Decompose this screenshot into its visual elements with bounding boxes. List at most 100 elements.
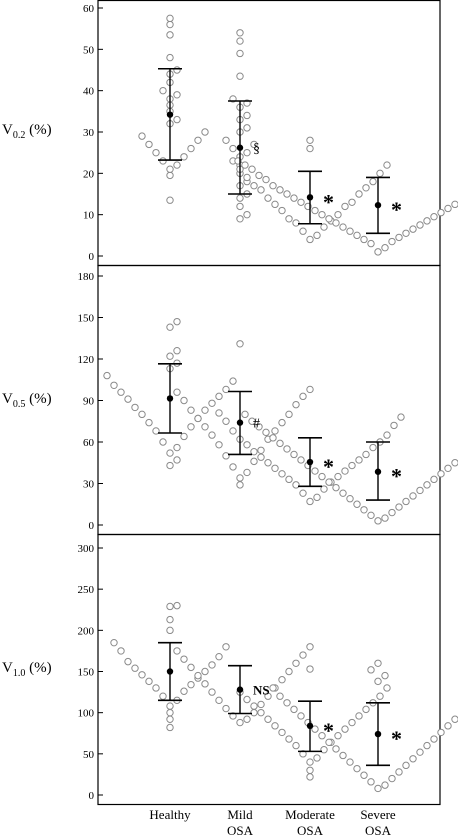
data-point	[306, 136, 314, 144]
data-point	[437, 728, 445, 737]
data-point	[173, 347, 181, 355]
data-point	[250, 182, 258, 190]
y-tick-label: 10	[83, 210, 95, 222]
data-point	[243, 111, 251, 120]
panel-0: V0.2 (%) 0 10 20 30 40 50 60 § * *	[2, 0, 458, 267]
data-point	[437, 470, 445, 478]
mean-marker	[374, 468, 382, 475]
mean-marker	[374, 201, 382, 209]
data-point	[444, 204, 452, 213]
y-tick-label: 60	[83, 437, 95, 449]
data-point	[180, 153, 188, 161]
data-point	[388, 237, 396, 246]
data-point	[262, 428, 270, 437]
mean-marker	[166, 395, 174, 402]
data-point	[325, 215, 333, 223]
data-point	[306, 758, 314, 766]
y-tick-label: 150	[78, 313, 95, 325]
data-point	[269, 182, 277, 190]
y-tick-label: 50	[83, 44, 95, 56]
data-point	[311, 467, 319, 475]
data-point	[255, 171, 263, 180]
data-point	[290, 450, 298, 459]
data-point	[180, 396, 188, 405]
data-point	[374, 517, 382, 525]
data-point	[297, 456, 305, 464]
data-point	[320, 485, 328, 493]
data-point	[208, 661, 216, 669]
data-point	[248, 417, 256, 425]
data-point	[353, 764, 361, 773]
data-point	[124, 395, 132, 403]
data-point	[187, 423, 195, 431]
data-point	[166, 165, 174, 173]
data-point	[416, 748, 424, 756]
data-point	[292, 219, 300, 227]
data-point	[430, 475, 438, 484]
data-point	[236, 340, 244, 348]
data-point	[166, 196, 174, 204]
data-point	[201, 423, 209, 431]
y-tick-label: 100	[78, 708, 95, 720]
mean-marker	[306, 194, 314, 201]
data-point	[222, 417, 230, 425]
data-point	[444, 464, 452, 472]
data-point	[313, 754, 321, 762]
data-point	[166, 31, 174, 39]
data-point	[367, 511, 375, 520]
data-point	[117, 647, 125, 655]
data-point	[285, 410, 293, 419]
data-point	[283, 445, 291, 453]
data-point	[362, 184, 370, 192]
data-point	[369, 443, 377, 452]
x-category-label-line2: OSA	[227, 823, 254, 838]
y-tick-label: 0	[89, 251, 95, 263]
panel-frame	[97, 264, 441, 536]
data-point	[250, 708, 258, 717]
data-point	[166, 171, 174, 180]
data-point	[173, 388, 181, 396]
data-point	[409, 225, 417, 233]
data-point	[208, 688, 216, 696]
data-point	[173, 456, 181, 464]
data-point	[236, 37, 244, 45]
data-point	[395, 768, 403, 776]
data-point	[264, 459, 272, 467]
y-tick-label: 40	[83, 86, 95, 98]
data-point	[257, 453, 265, 461]
data-point	[369, 177, 377, 186]
data-point	[451, 715, 458, 723]
data-point	[159, 692, 167, 700]
data-point	[222, 452, 230, 460]
data-point	[388, 508, 396, 517]
data-point	[360, 771, 368, 779]
data-point	[250, 457, 258, 466]
data-point	[346, 495, 354, 503]
data-point	[264, 194, 272, 202]
data-point	[250, 140, 258, 149]
data-point	[187, 406, 195, 414]
data-point	[306, 385, 314, 394]
data-point	[332, 745, 340, 753]
data-point	[166, 602, 174, 611]
data-point	[381, 781, 389, 789]
data-point	[332, 483, 340, 492]
y-tick-label: 250	[78, 584, 95, 596]
data-point	[241, 161, 249, 169]
data-point	[215, 409, 223, 417]
data-point	[285, 735, 293, 743]
data-point	[383, 684, 391, 692]
data-point	[159, 86, 167, 95]
data-point	[173, 317, 181, 326]
data-point	[145, 677, 153, 686]
data-point	[173, 601, 181, 610]
data-point	[166, 708, 174, 717]
data-point	[145, 140, 153, 149]
data-point	[257, 708, 265, 717]
data-point	[138, 132, 146, 140]
data-point	[306, 766, 314, 774]
data-point	[292, 741, 300, 750]
data-point	[166, 53, 174, 62]
y-axis-label: V0.5 (%)	[2, 391, 52, 410]
